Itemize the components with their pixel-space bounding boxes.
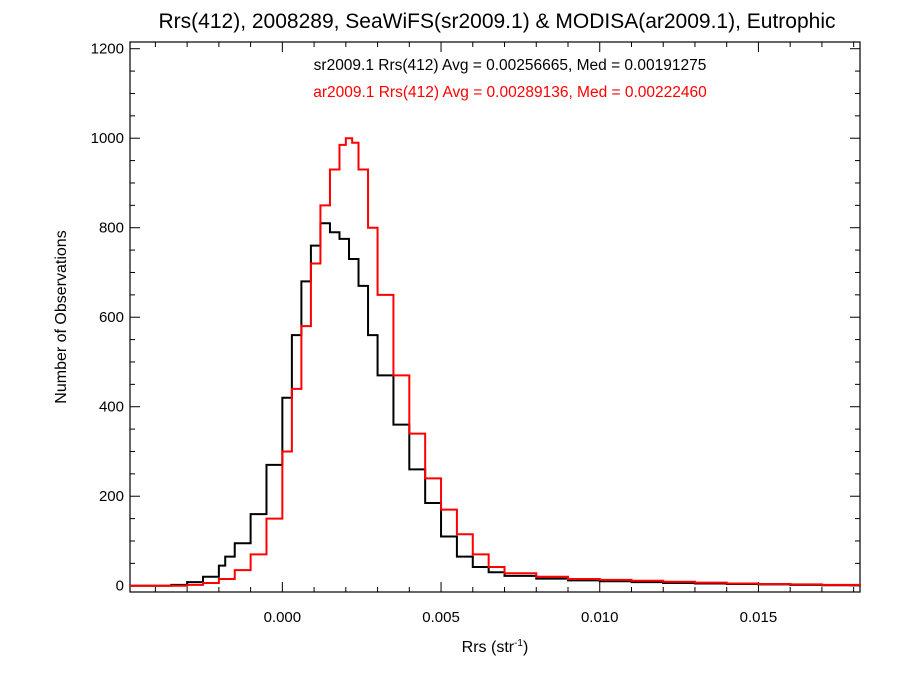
x-axis-label-superscript: -1: [514, 638, 523, 649]
y-tick-label: 600: [99, 309, 124, 326]
y-tick-label: 0: [116, 578, 124, 595]
y-tick-label: 400: [99, 399, 124, 416]
x-axis-label-main: Rrs (str: [462, 639, 515, 656]
x-axis-label: Rrs (str-1): [462, 638, 529, 656]
y-tick-label: 800: [99, 220, 124, 237]
series-line-0: [130, 222, 861, 587]
tick-labels: 0 200 400 600 800 1000 1200 0.000 0.005 0.010 0.01…: [91, 41, 778, 626]
x-tick-label: 0.000: [264, 609, 302, 626]
legend-annotation-sr2009: sr2009.1 Rrs(412) Avg = 0.00256665, Med …: [314, 57, 707, 74]
y-axis-label: Number of Observations: [53, 230, 70, 403]
y-tick-label: 200: [99, 488, 124, 505]
plot-frame: [129, 41, 861, 593]
x-axis-label-close: ): [523, 639, 528, 656]
y-tick-label: 1200: [91, 41, 124, 58]
x-tick-label: 0.015: [740, 609, 778, 626]
axis-ticks: [130, 42, 860, 592]
series-layer: [130, 137, 861, 587]
y-tick-label: 1000: [91, 130, 124, 147]
x-tick-label: 0.005: [422, 609, 460, 626]
legend-annotation-ar2009: ar2009.1 Rrs(412) Avg = 0.00289136, Med …: [313, 84, 707, 101]
series-line-1: [130, 137, 861, 587]
chart-title: Rrs(412), 2008289, SeaWiFS(sr2009.1) & M…: [159, 10, 836, 33]
x-tick-label: 0.010: [581, 609, 619, 626]
